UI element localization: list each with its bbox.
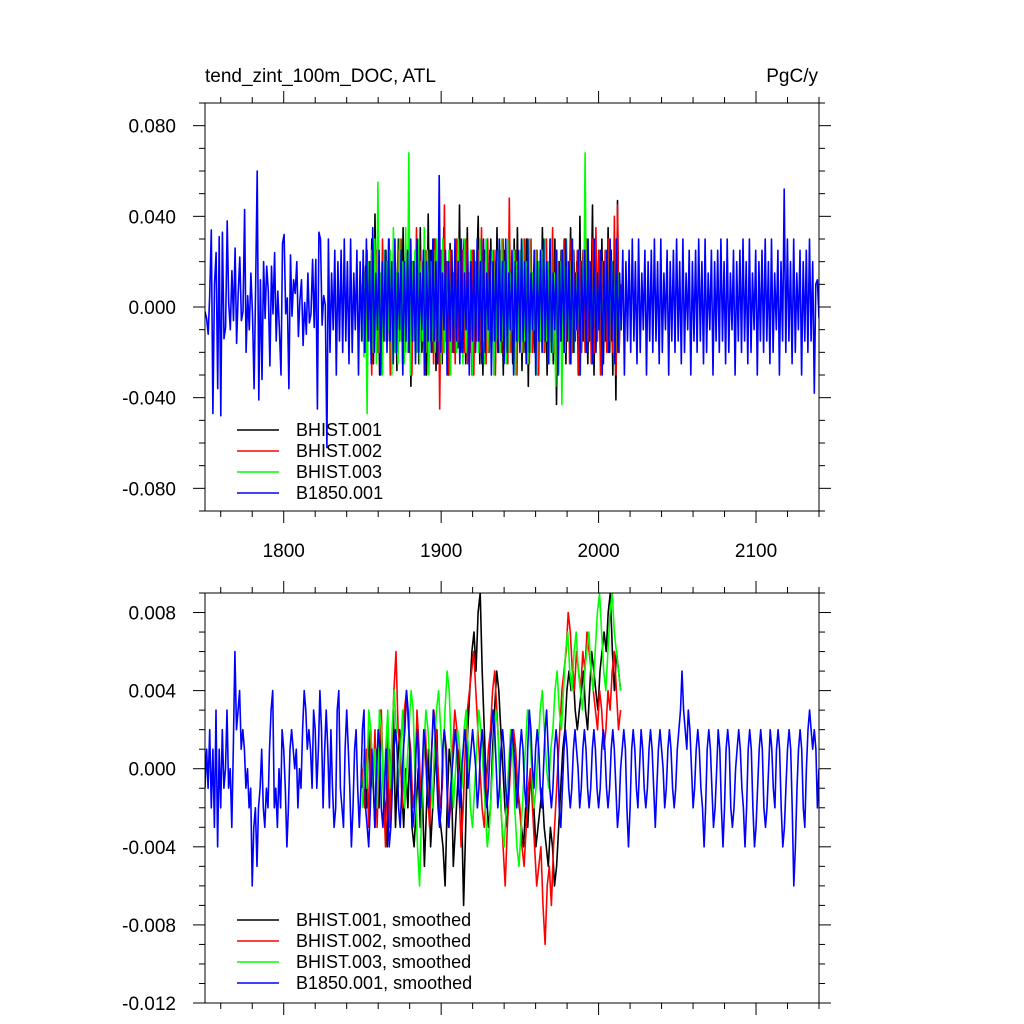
- y-tick-label: -0.008: [122, 916, 176, 937]
- x-tick-label: 2000: [577, 541, 619, 562]
- top-plot-frame: [204, 102, 820, 512]
- y-tick-label: -0.012: [122, 994, 176, 1015]
- legend-label: BHIST.001: [296, 420, 382, 440]
- top-axes-layer: -0.080 -0.040 0.000 0.040 0.080 1800 1900 2000 2…: [122, 91, 831, 562]
- top-panel: tend_zint_100m_DOC, ATL PgC/y -0.080-0.0…: [122, 66, 831, 562]
- legend-label: B1850.001: [296, 483, 383, 503]
- bottom-plot-frame: [204, 592, 820, 1004]
- series-line-b1850-001: [205, 170, 819, 449]
- x-tick-label: 2100: [735, 541, 777, 562]
- series-line-bhist-003-smoothed: [361, 593, 622, 887]
- legend-label: BHIST.002: [296, 441, 382, 461]
- y-tick-label: 0.000: [128, 298, 176, 319]
- top-panel-title: tend_zint_100m_DOC, ATL: [205, 66, 436, 87]
- legend-label: BHIST.003: [296, 462, 382, 482]
- y-tick-label: 0.004: [128, 682, 176, 703]
- top-series-layer: [205, 152, 819, 449]
- x-tick-label: 1800: [263, 541, 305, 562]
- x-tick-label: 1900: [420, 541, 462, 562]
- y-tick-label: 0.040: [128, 207, 176, 228]
- y-tick-label: -0.004: [122, 838, 176, 859]
- top-panel-units: PgC/y: [766, 66, 818, 87]
- bottom-series-layer: [205, 593, 819, 946]
- legend-label: BHIST.002, smoothed: [296, 931, 471, 951]
- y-tick-label: 0.000: [128, 760, 176, 781]
- series-line-b1850-001-smoothed: [205, 650, 819, 887]
- legend-label: B1850.001, smoothed: [296, 973, 472, 993]
- legend-label: BHIST.003, smoothed: [296, 952, 471, 972]
- y-tick-label: -0.080: [122, 479, 176, 500]
- legend-label: BHIST.001, smoothed: [296, 910, 471, 930]
- bottom-panel: -0.012 -0.008 -0.004 0.000 0.004 0.008 BHIST.…: [122, 581, 831, 1015]
- bottom-axes-layer: -0.012 -0.008 -0.004 0.000 0.004 0.008: [122, 581, 831, 1015]
- y-tick-label: 0.008: [128, 604, 176, 625]
- y-tick-label: 0.080: [128, 117, 176, 138]
- y-tick-label: -0.040: [122, 389, 176, 410]
